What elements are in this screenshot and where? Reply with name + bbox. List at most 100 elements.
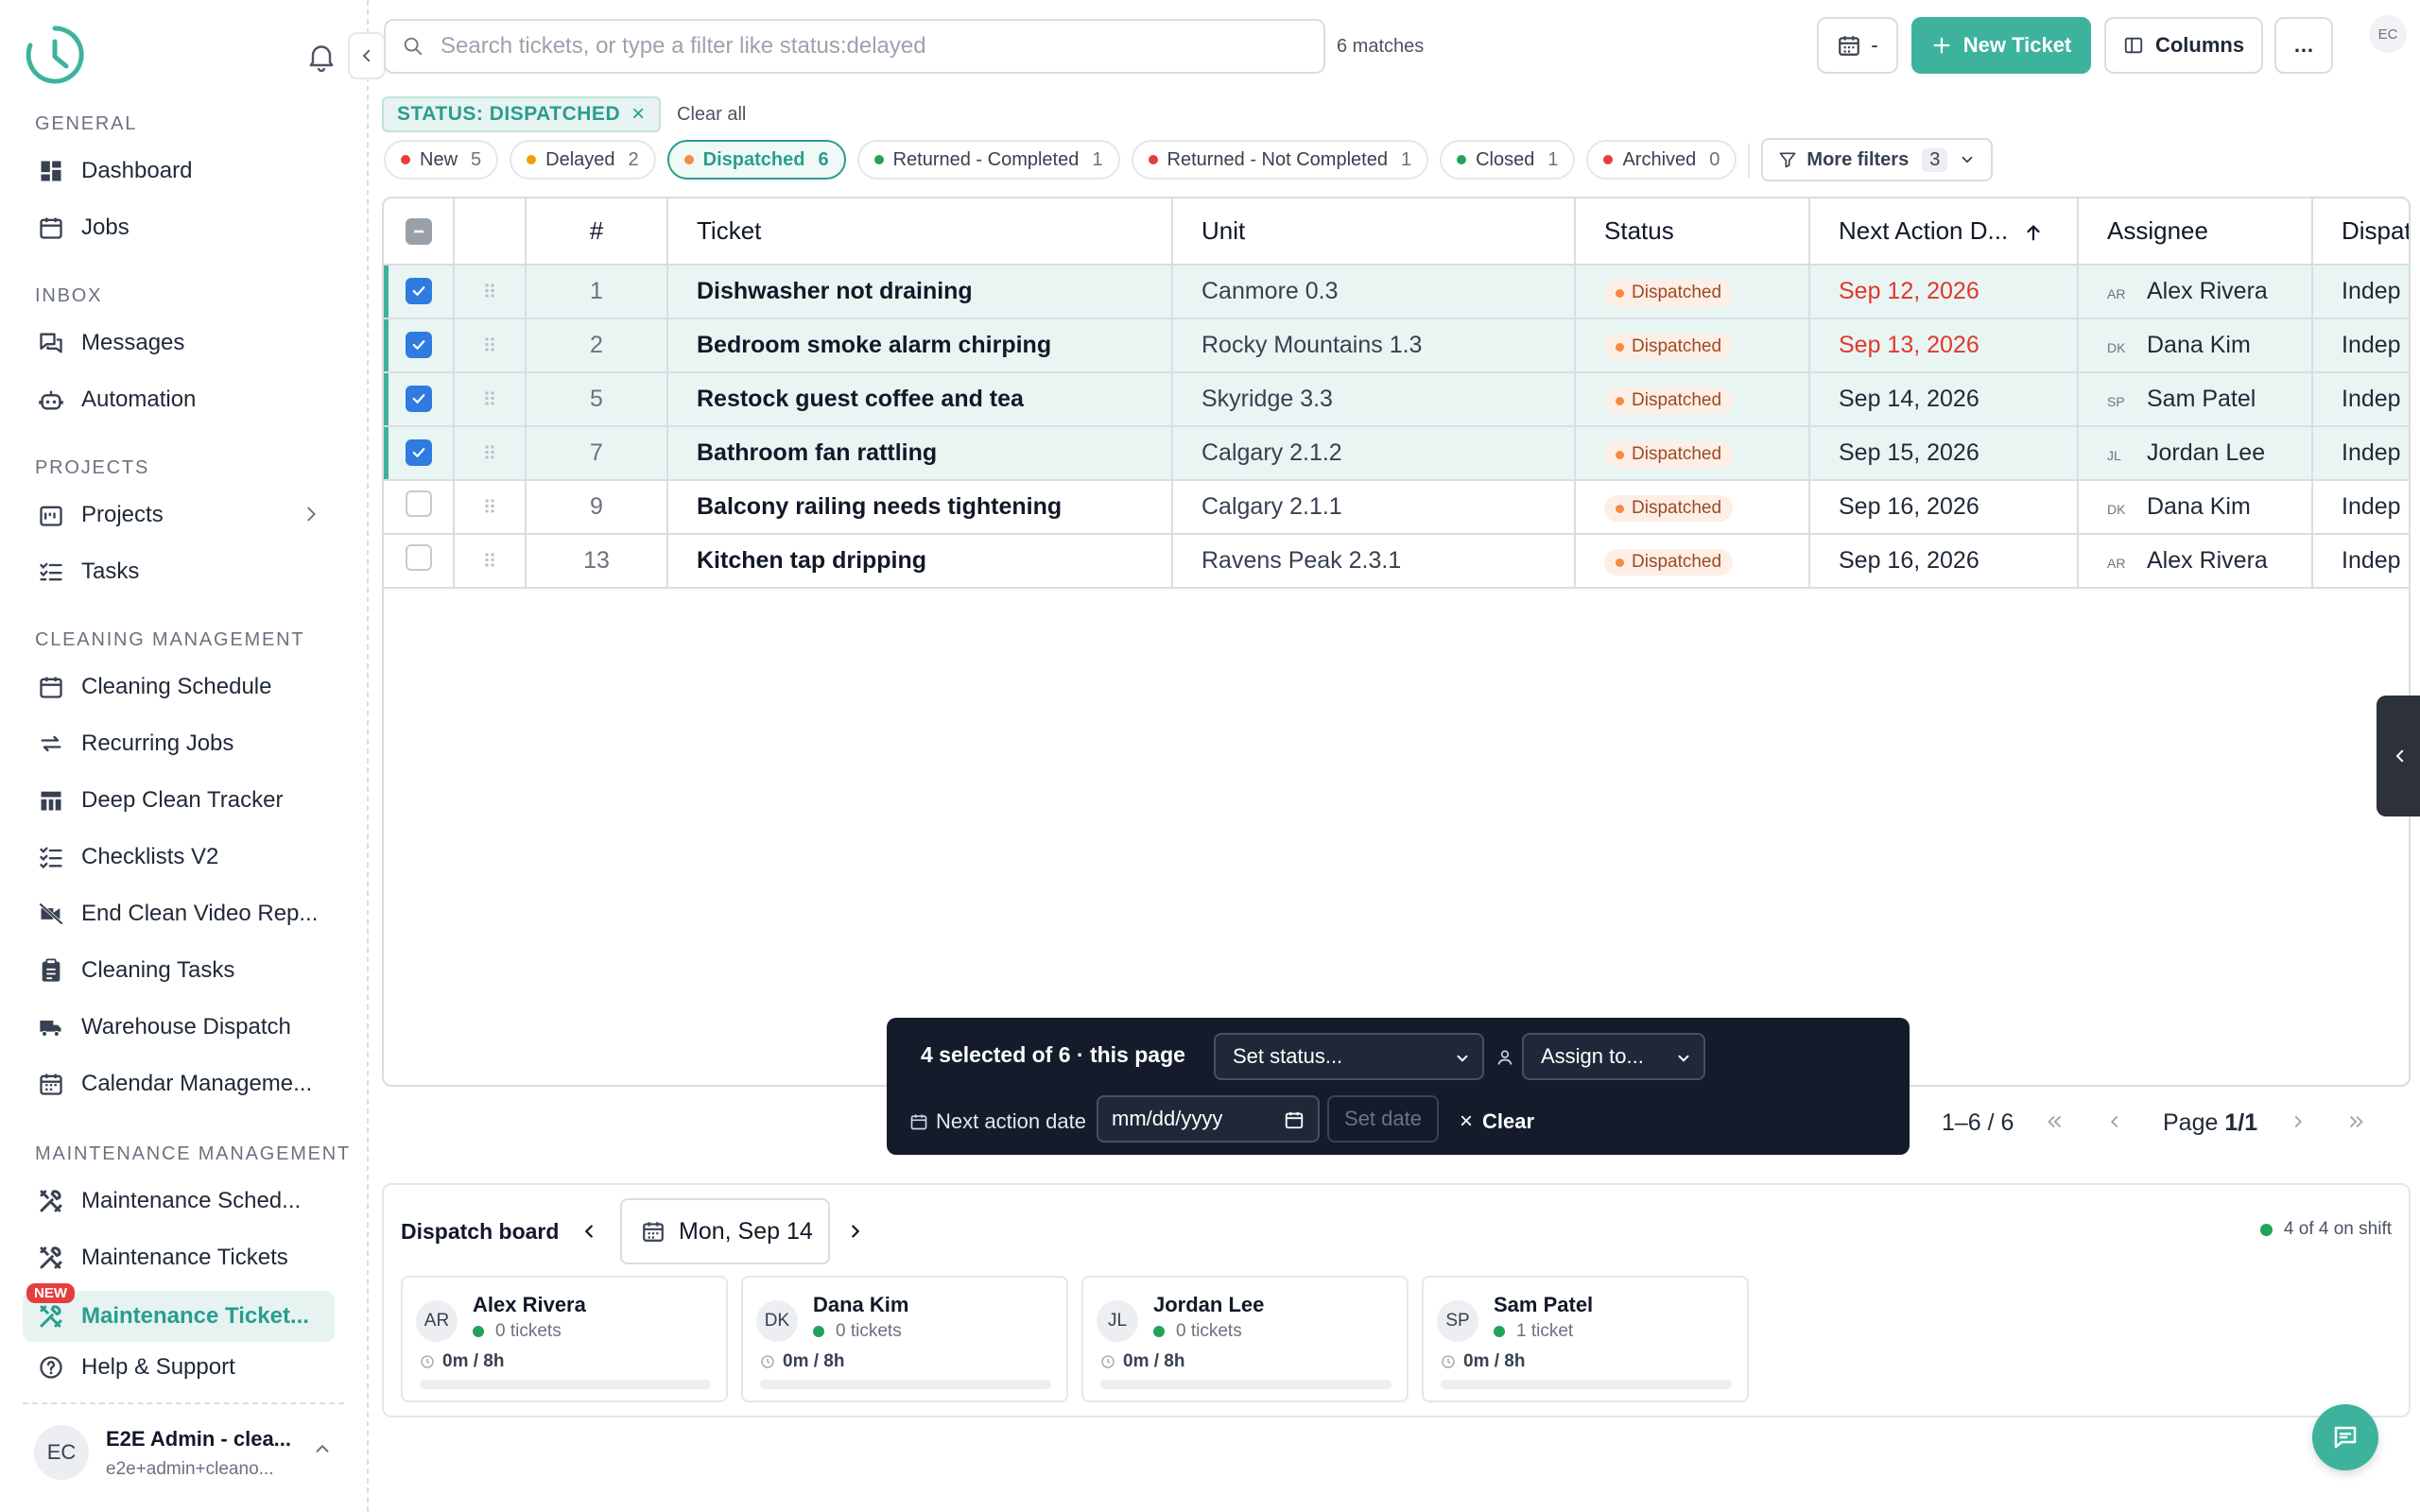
sidebar-item-label: Recurring Jobs <box>81 730 234 756</box>
more-filters-button[interactable]: More filters 3 <box>1761 138 1994 181</box>
column-header-dispatch[interactable]: Dispat <box>2312 198 2409 266</box>
clear-all-link[interactable]: Clear all <box>677 104 747 125</box>
table-row[interactable]: ⠿ 5 Restock guest coffee and tea Skyridge 3… <box>384 372 2409 427</box>
prev-page-button[interactable] <box>2104 1111 2125 1132</box>
drag-handle-icon[interactable]: ⠿ <box>482 390 497 411</box>
ticket-title[interactable]: Kitchen tap dripping <box>667 534 1173 589</box>
bell-icon[interactable] <box>304 40 338 74</box>
row-checkbox[interactable] <box>405 544 432 571</box>
table-row[interactable]: ⠿ 1 Dishwasher not draining Canmore 0.3 Disp… <box>384 265 2409 319</box>
sidebar-item-tasks[interactable]: Tasks <box>23 546 335 597</box>
ticket-title[interactable]: Dishwasher not draining <box>667 265 1173 319</box>
sidebar-item-calendar-management[interactable]: Calendar Manageme... <box>23 1058 335 1109</box>
new-ticket-button[interactable]: New Ticket <box>1911 17 2091 74</box>
select-all-checkbox[interactable] <box>405 218 432 245</box>
app-logo-icon[interactable] <box>23 23 87 87</box>
drag-handle-icon[interactable]: ⠿ <box>482 552 497 573</box>
search-box[interactable] <box>384 19 1325 74</box>
assign-to-select[interactable]: Assign to... <box>1522 1033 1705 1080</box>
next-page-button[interactable] <box>2288 1111 2308 1132</box>
column-header-assignee[interactable]: Assignee <box>2078 198 2313 266</box>
last-page-button[interactable] <box>2346 1111 2367 1132</box>
row-checkbox[interactable] <box>405 385 432 412</box>
column-header-next-action[interactable]: Next Action D... <box>1809 198 2079 266</box>
side-panel-toggle[interactable] <box>2377 696 2420 816</box>
corner-avatar[interactable]: EC <box>2369 15 2407 53</box>
sidebar-item-messages[interactable]: Messages <box>23 318 335 369</box>
drag-handle-icon[interactable]: ⠿ <box>482 283 497 303</box>
chip-dispatched[interactable]: Dispatched 6 <box>666 140 846 180</box>
row-checkbox[interactable] <box>405 277 432 304</box>
row-checkbox[interactable] <box>405 331 432 358</box>
set-status-select[interactable]: Set status... <box>1214 1033 1484 1080</box>
chip-closed[interactable]: Closed 1 <box>1440 140 1576 180</box>
status-dot <box>1153 1326 1165 1337</box>
dispatch-card[interactable]: JL Jordan Lee 0 tickets 0m / 8h <box>1081 1276 1409 1402</box>
page-indicator: Page 1/1 <box>2163 1109 2257 1137</box>
search-input[interactable] <box>441 33 1291 60</box>
table-row[interactable]: ⠿ 7 Bathroom fan rattling Calgary 2.1.2 Disp… <box>384 426 2409 481</box>
first-page-button[interactable] <box>2044 1111 2065 1132</box>
sidebar-item-deep-clean-tracker[interactable]: Deep Clean Tracker <box>23 775 335 826</box>
ticket-title[interactable]: Restock guest coffee and tea <box>667 372 1173 427</box>
dispatch-card[interactable]: AR Alex Rivera 0 tickets 0m / 8h <box>401 1276 728 1402</box>
new-ticket-label: New Ticket <box>1962 33 2072 57</box>
clear-selection-button[interactable]: × Clear <box>1460 1108 1534 1135</box>
chip-delayed[interactable]: Delayed 2 <box>510 140 656 180</box>
sidebar-item-maintenance-schedule[interactable]: Maintenance Sched... <box>23 1176 335 1227</box>
more-actions-button[interactable]: … <box>2274 17 2333 74</box>
columns-button[interactable]: Columns <box>2104 17 2263 74</box>
sidebar-item-warehouse-dispatch[interactable]: Warehouse Dispatch <box>23 1002 335 1053</box>
table-row[interactable]: ⠿ 13 Kitchen tap dripping Ravens Peak 2.3.1… <box>384 534 2409 589</box>
chip-new[interactable]: New 5 <box>384 140 499 180</box>
table-row[interactable]: ⠿ 2 Bedroom smoke alarm chirping Rocky Moun… <box>384 318 2409 373</box>
sidebar-item-maintenance-tickets-new[interactable]: NEW Maintenance Ticket... <box>23 1283 335 1342</box>
sidebar-item-checklists-v2[interactable]: Checklists V2 <box>23 832 335 883</box>
date-filter-button[interactable]: - <box>1817 17 1898 74</box>
hours-indicator: 0m / 8h <box>1441 1351 1525 1372</box>
user-menu[interactable]: EC E2E Admin - clea... e2e+admin+cleano.… <box>23 1402 344 1504</box>
sidebar-item-dashboard[interactable]: Dashboard <box>23 146 335 197</box>
dispatch-card[interactable]: SP Sam Patel 1 ticket 0m / 8h <box>1422 1276 1749 1402</box>
next-action-date-input[interactable]: mm/dd/yyyy <box>1097 1095 1320 1143</box>
sidebar-item-help-support[interactable]: Help & Support <box>23 1342 335 1393</box>
sidebar-item-jobs[interactable]: Jobs <box>23 202 335 253</box>
chevron-left-icon <box>2110 1115 2118 1128</box>
drag-handle-icon[interactable]: ⠿ <box>482 444 497 465</box>
column-header-status[interactable]: Status <box>1575 198 1810 266</box>
dispatch-date-picker[interactable]: Mon, Sep 14 <box>620 1198 830 1264</box>
active-filter-chip[interactable]: STATUS: DISPATCHED × <box>382 96 661 132</box>
chip-returned-completed[interactable]: Returned - Completed 1 <box>856 140 1120 180</box>
sidebar-item-automation[interactable]: Automation <box>23 374 335 425</box>
sidebar-item-projects[interactable]: Projects <box>23 490 335 541</box>
dispatch-card[interactable]: DK Dana Kim 0 tickets 0m / 8h <box>741 1276 1068 1402</box>
ticket-title[interactable]: Bedroom smoke alarm chirping <box>667 318 1173 373</box>
chip-archived[interactable]: Archived 0 <box>1586 140 1737 180</box>
chip-returned-not-completed[interactable]: Returned - Not Completed 1 <box>1131 140 1429 180</box>
drag-handle-icon[interactable]: ⠿ <box>482 498 497 519</box>
column-header-num[interactable]: # <box>526 198 668 266</box>
chat-button[interactable] <box>2312 1404 2378 1470</box>
ticket-count: 0 tickets <box>1153 1321 1242 1342</box>
prev-day-button[interactable] <box>579 1221 599 1242</box>
collapse-sidebar-button[interactable] <box>348 32 386 79</box>
sidebar-item-maintenance-tickets[interactable]: Maintenance Tickets <box>23 1232 335 1283</box>
ticket-title[interactable]: Bathroom fan rattling <box>667 426 1173 481</box>
sidebar-item-cleaning-tasks[interactable]: Cleaning Tasks <box>23 945 335 996</box>
plus-icon <box>1931 35 1952 56</box>
hours-text: 0m / 8h <box>1123 1351 1185 1371</box>
sidebar-item-label: Maintenance Ticket... <box>81 1303 309 1329</box>
drag-handle-icon[interactable]: ⠿ <box>482 336 497 357</box>
sidebar-item-recurring-jobs[interactable]: Recurring Jobs <box>23 718 335 769</box>
row-checkbox[interactable] <box>405 438 432 466</box>
next-day-button[interactable] <box>845 1221 866 1242</box>
sidebar-item-end-clean-video[interactable]: End Clean Video Rep... <box>23 888 335 939</box>
column-header-unit[interactable]: Unit <box>1172 198 1576 266</box>
set-date-button[interactable]: Set date <box>1327 1095 1439 1143</box>
row-checkbox[interactable] <box>405 490 432 517</box>
close-icon[interactable]: × <box>631 101 646 127</box>
sidebar-item-cleaning-schedule[interactable]: Cleaning Schedule <box>23 662 335 713</box>
ticket-title[interactable]: Balcony railing needs tightening <box>667 480 1173 535</box>
table-row[interactable]: ⠿ 9 Balcony railing needs tightening Calgar… <box>384 480 2409 535</box>
column-header-ticket[interactable]: Ticket <box>667 198 1173 266</box>
